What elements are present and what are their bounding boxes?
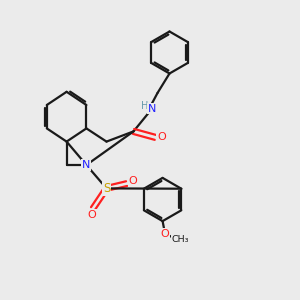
Text: O: O [129, 176, 138, 186]
Text: O: O [87, 210, 96, 220]
Text: S: S [103, 182, 110, 195]
Text: H: H [141, 101, 148, 111]
Text: N: N [148, 103, 156, 114]
Text: O: O [157, 132, 166, 142]
Text: N: N [82, 160, 91, 170]
Text: O: O [160, 229, 169, 239]
Text: CH₃: CH₃ [172, 235, 189, 244]
